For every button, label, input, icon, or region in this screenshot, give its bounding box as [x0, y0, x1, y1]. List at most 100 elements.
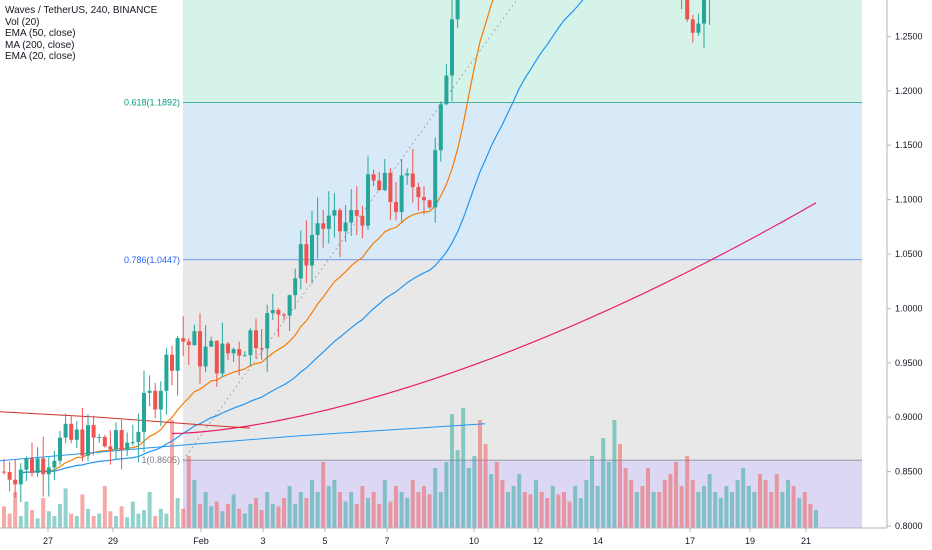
candle-body [46, 467, 51, 475]
volume-bar [534, 480, 538, 528]
candle-body [315, 223, 320, 236]
candle-body [366, 174, 370, 226]
volume-bar [377, 504, 382, 528]
moving-averages [0, 0, 817, 474]
volume-bar [198, 504, 202, 528]
volume-bar [685, 456, 690, 528]
volume-bar [371, 492, 376, 528]
volume-bar [58, 504, 62, 528]
candle-body [170, 354, 174, 371]
volume-bar [528, 494, 533, 528]
candle-body [24, 458, 29, 470]
candle-body [130, 442, 135, 444]
candle-body [248, 330, 253, 356]
candle-body [338, 210, 342, 232]
volume-bar [270, 504, 275, 528]
volume-bar [298, 492, 303, 528]
indicator-ema20[interactable]: EMA (20, close) [5, 51, 76, 63]
volume-bar [461, 408, 466, 528]
candle-body [321, 223, 326, 229]
candle-body [433, 150, 438, 208]
candle-body [349, 209, 354, 223]
volume-bar [517, 474, 522, 528]
volume-bar [802, 492, 807, 528]
volume-bar [562, 492, 566, 528]
candle-body [394, 201, 398, 212]
ema20-line [20, 0, 494, 474]
volume-bar [640, 486, 645, 528]
volume-bar [80, 494, 85, 528]
candle-body [276, 309, 281, 315]
candle-body [125, 442, 130, 451]
candle-body [242, 355, 247, 357]
candle-body [52, 460, 57, 468]
volume-bar [791, 486, 796, 528]
y-tick-label: 0.9000 [895, 412, 923, 422]
volume-bar [24, 501, 29, 528]
ema50-line [20, 0, 584, 474]
fibonacci-retracement[interactable]: 0(1.7210)0.236(1.5180)0.382(1.3923)0.5(1… [124, 0, 862, 528]
volume-bar [444, 462, 449, 528]
volume-bar [30, 510, 34, 528]
volume-bar [158, 508, 163, 528]
candle-body [7, 471, 12, 480]
volume-bar [808, 504, 813, 528]
candle-body [41, 458, 46, 475]
volume-bar [170, 420, 174, 528]
volume-bar [41, 498, 46, 528]
volume-bar [416, 492, 421, 528]
x-tick-label: 21 [801, 536, 811, 546]
volume-bar [91, 516, 96, 528]
volume-bar [741, 468, 746, 528]
flat-ma-line [0, 411, 251, 429]
volume-bar [366, 498, 370, 528]
indicator-vol[interactable]: Vol (20) [5, 16, 40, 28]
volume-bar [550, 486, 555, 528]
volume-bar [769, 492, 774, 528]
volume-bar [427, 494, 432, 528]
volume-bar [7, 513, 12, 528]
volume-bar [758, 474, 762, 528]
volume-bar [394, 486, 398, 528]
volume-bar [679, 486, 684, 528]
candle-body [209, 340, 214, 347]
volume-bar [63, 488, 68, 528]
candle-body [354, 209, 359, 216]
volume-bar [13, 492, 18, 528]
candle-body [136, 431, 141, 443]
volume-bar [494, 462, 499, 528]
volume-bar [310, 480, 314, 528]
volume-bar [354, 504, 359, 528]
volume-bar [209, 506, 214, 528]
volume-bar [343, 501, 348, 528]
volume-bar [326, 486, 331, 528]
volume-bar [332, 480, 337, 528]
candle-body [410, 173, 415, 188]
fib-label: 0.786(1.0447) [124, 255, 180, 265]
volume-bar [203, 492, 208, 528]
x-tick-label: 14 [593, 536, 603, 546]
candle-body [231, 349, 236, 354]
volume-bar [702, 486, 706, 528]
volume-bar [338, 492, 342, 528]
x-tick-label: 27 [43, 536, 53, 546]
volume-bar [713, 492, 718, 528]
volume-bar [483, 444, 488, 528]
indicator-ma200[interactable]: MA (200, close) [5, 39, 75, 51]
indicator-ema50[interactable]: EMA (50, close) [5, 28, 76, 40]
candle-body [382, 172, 387, 191]
volume-bar [618, 444, 622, 528]
candle-body [696, 23, 701, 33]
volume-bar [623, 468, 628, 528]
candle-body [186, 341, 191, 346]
volume-bar [142, 510, 146, 528]
candle-body [86, 425, 90, 456]
volume-bar [511, 486, 516, 528]
candle-body [444, 75, 449, 105]
volume-bar [254, 498, 258, 528]
candle-body [158, 390, 163, 410]
symbol-title[interactable]: Waves / TetherUS, 240, BINANCE [5, 5, 158, 16]
candle-body [416, 187, 421, 198]
